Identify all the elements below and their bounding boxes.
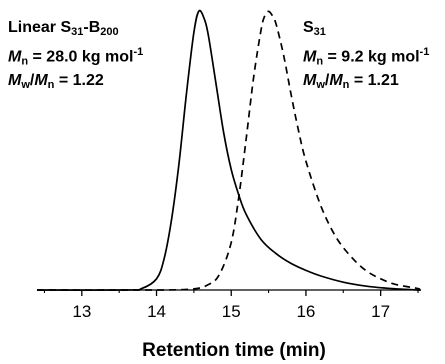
x-tick-label: 17	[371, 302, 390, 321]
annotation-homopolymer: S31 Mn = 9.2 kg mol-1 Mw/Mn = 1.21	[303, 16, 429, 93]
sample-name-linear: Linear S31-B200	[8, 19, 119, 38]
x-axis: 13 14 15 16 17	[37, 289, 419, 321]
x-tick-label: 13	[72, 302, 91, 321]
mn-s31: Mn = 9.2 kg mol-1	[303, 46, 430, 68]
series-line-s31	[36, 10, 421, 291]
x-tick-label: 15	[222, 302, 241, 321]
series-line-linear-copolymer	[36, 9, 422, 291]
x-tick-label: 14	[147, 302, 166, 321]
pdi-linear: Mw/Mn = 1.22	[8, 72, 104, 92]
x-tick-label: 16	[296, 302, 315, 321]
sample-name-s31: S31	[303, 19, 326, 38]
annotation-linear-copolymer: Linear S31-B200 Mn = 28.0 kg mol-1 Mw/Mn…	[8, 16, 143, 93]
series-layer	[36, 9, 422, 291]
pdi-s31: Mw/Mn = 1.21	[303, 72, 399, 92]
mn-linear: Mn = 28.0 kg mol-1	[8, 46, 144, 68]
x-axis-title: Retention time (min)	[142, 340, 326, 361]
